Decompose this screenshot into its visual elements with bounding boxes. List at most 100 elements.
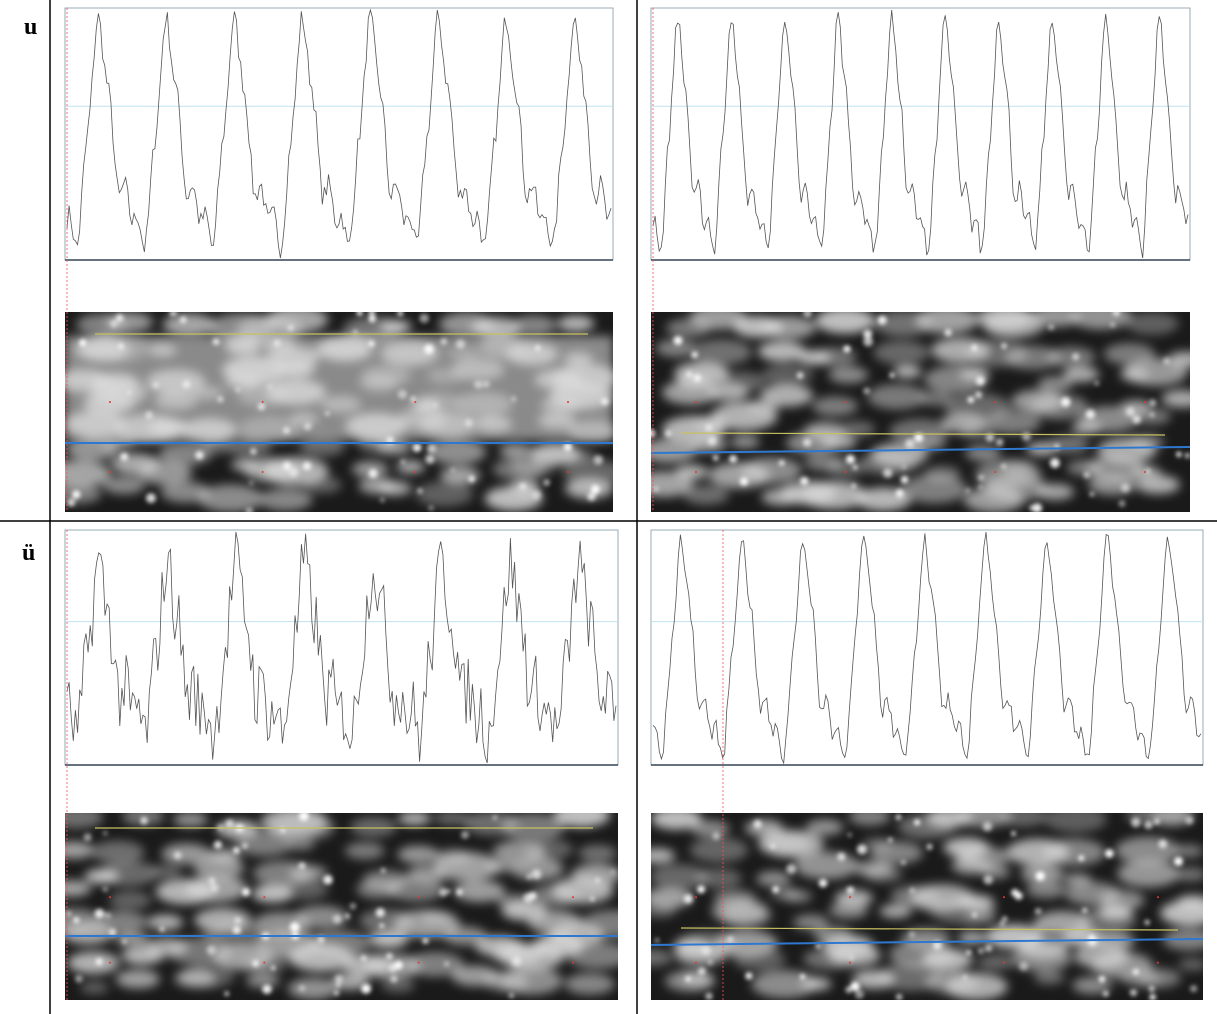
red-dot <box>844 401 847 403</box>
speckle <box>461 831 469 839</box>
speckle <box>283 461 292 471</box>
red-dot <box>572 896 574 899</box>
blobs <box>651 813 1203 1000</box>
red-dot <box>1144 471 1146 473</box>
speckle <box>534 345 541 351</box>
blob <box>197 484 263 512</box>
speckle <box>977 947 985 955</box>
speckle <box>334 975 343 984</box>
blob <box>417 392 463 412</box>
speckle <box>468 475 475 483</box>
speckle <box>410 396 416 402</box>
speckle <box>778 460 785 466</box>
speckle <box>1083 471 1090 479</box>
speckle <box>1125 407 1135 417</box>
speckle <box>975 391 983 399</box>
blob <box>578 845 617 862</box>
speckle <box>883 468 893 478</box>
blob <box>396 460 426 474</box>
speckle <box>727 936 734 943</box>
red-dot <box>1144 401 1146 403</box>
speckle <box>962 974 968 980</box>
speckle <box>368 312 376 316</box>
speckle <box>1132 415 1141 424</box>
blob <box>1123 358 1188 386</box>
speckle <box>439 888 448 897</box>
blob <box>828 944 881 967</box>
speckle <box>745 972 753 980</box>
speckle <box>847 832 852 838</box>
blob <box>289 412 319 426</box>
speckle <box>379 923 385 929</box>
speckle <box>1120 483 1130 493</box>
speckle <box>1048 324 1055 331</box>
blob <box>154 391 198 410</box>
blob <box>65 880 92 897</box>
blob <box>562 459 613 486</box>
speckle <box>691 351 699 359</box>
speckle <box>368 315 376 323</box>
blob <box>373 931 410 947</box>
red-dot <box>994 401 997 403</box>
speckle <box>446 889 451 894</box>
speckle <box>1112 312 1121 317</box>
blob <box>834 889 873 907</box>
speckle <box>908 931 915 938</box>
blob <box>67 951 120 974</box>
blob <box>265 379 327 406</box>
speckle <box>971 344 978 351</box>
speckle <box>673 335 683 346</box>
blob <box>510 457 556 477</box>
blob <box>474 415 513 433</box>
red-dot <box>695 401 697 403</box>
speckle <box>455 339 466 349</box>
speckle <box>697 885 706 894</box>
blob <box>1031 312 1082 327</box>
speckle <box>705 992 713 1000</box>
blob <box>651 471 694 497</box>
blob <box>147 914 184 930</box>
blob <box>1004 345 1061 370</box>
speckle <box>212 338 220 345</box>
spectrogram <box>65 813 618 1000</box>
blob <box>511 315 557 335</box>
blob <box>549 923 605 947</box>
speckle <box>895 489 904 498</box>
speckle <box>115 314 124 322</box>
speckle <box>208 877 216 885</box>
blob <box>691 339 752 366</box>
blob <box>286 838 315 851</box>
blob <box>985 410 1041 435</box>
blob <box>192 386 224 400</box>
blob <box>815 312 875 334</box>
speckle <box>140 816 148 825</box>
speckle <box>851 483 857 489</box>
speckle <box>595 877 600 883</box>
blob <box>172 813 208 828</box>
speckle <box>800 476 809 486</box>
speckle <box>225 819 234 828</box>
blue-track <box>651 938 1203 946</box>
blob <box>361 364 411 387</box>
blob <box>65 460 111 488</box>
speckle <box>390 975 398 983</box>
speckle <box>519 482 527 490</box>
red-dot <box>1003 961 1005 964</box>
blob <box>549 382 613 410</box>
speckle <box>433 403 438 408</box>
speckle <box>79 339 87 347</box>
blob <box>454 880 506 903</box>
speckle <box>526 874 532 880</box>
blob <box>146 369 206 395</box>
speckle <box>1110 322 1115 328</box>
speckle <box>803 438 812 447</box>
blob <box>811 396 858 417</box>
blob <box>688 436 727 453</box>
blob <box>1174 867 1203 882</box>
blob <box>158 442 212 466</box>
speckle <box>701 945 712 956</box>
speckle <box>799 974 806 980</box>
speckle <box>1132 968 1140 975</box>
blob <box>1097 905 1133 921</box>
blob <box>689 312 747 330</box>
